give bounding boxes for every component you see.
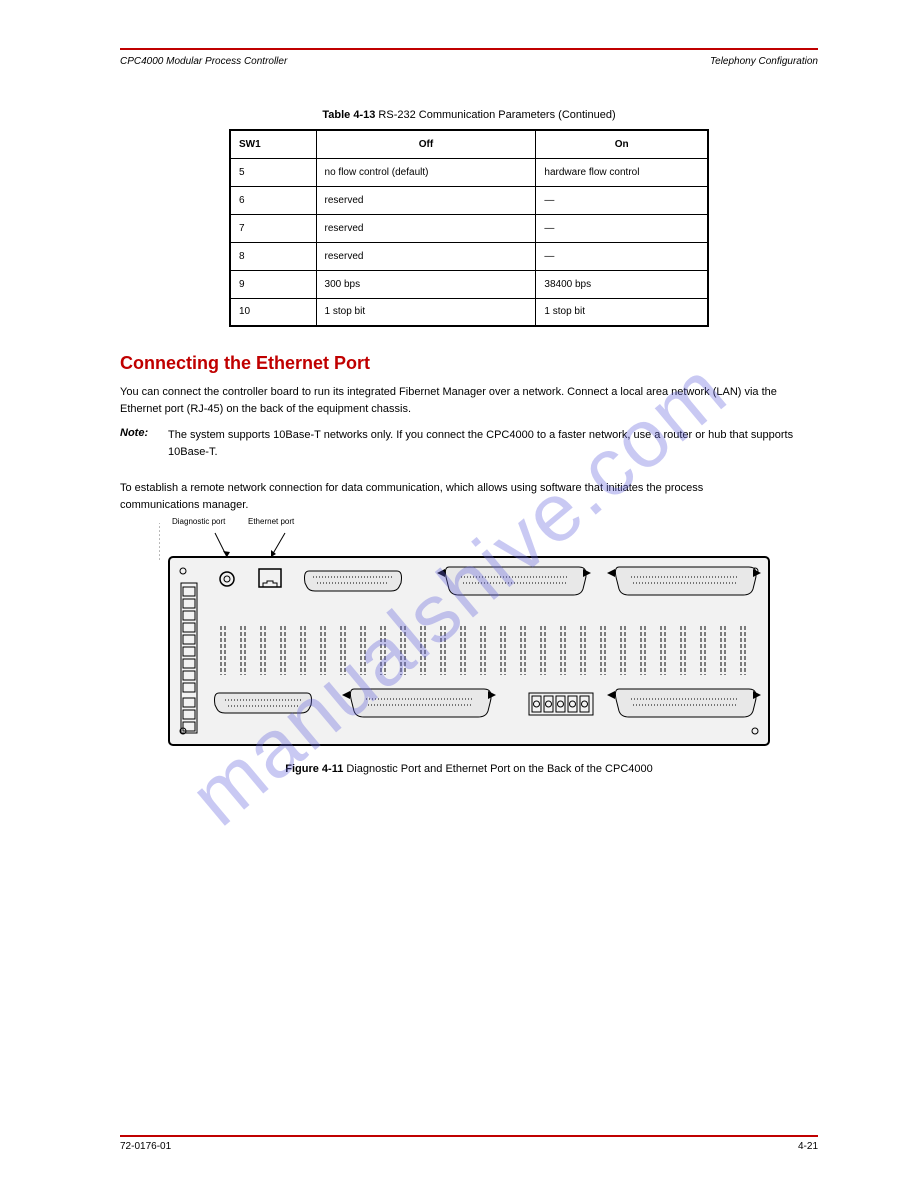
table-row: 6 reserved — — [230, 186, 708, 214]
table-row: 9 300 bps 38400 bps — [230, 270, 708, 298]
cell: 1 stop bit — [316, 298, 536, 326]
cell: reserved — [316, 242, 536, 270]
col-header-2: On — [536, 130, 708, 158]
note-row: Note: The system supports 10Base-T netwo… — [120, 427, 818, 460]
cell: hardware flow control — [536, 158, 708, 186]
table-caption-text: RS-232 Communication Parameters (Continu… — [375, 109, 615, 121]
diag-port-label: Diagnostic port — [172, 517, 225, 527]
header-left: CPC4000 Modular Process Controller — [120, 56, 287, 67]
footer-right: 4-21 — [798, 1141, 818, 1152]
cell: no flow control (default) — [316, 158, 536, 186]
cell: 38400 bps — [536, 270, 708, 298]
para-2: To establish a remote network connection… — [120, 480, 818, 513]
cell: — — [536, 242, 708, 270]
config-table: SW1 Off On 5 no flow control (default) h… — [229, 129, 709, 327]
section-heading: Connecting the Ethernet Port — [120, 353, 818, 374]
cell: 10 — [230, 298, 316, 326]
cell: 9 — [230, 270, 316, 298]
col-header-0: SW1 — [230, 130, 316, 158]
footer: 72-0176-01 4-21 — [120, 1135, 818, 1152]
table-header-row: SW1 Off On — [230, 130, 708, 158]
cell: 300 bps — [316, 270, 536, 298]
header-right: Telephony Configuration — [710, 56, 818, 67]
figure-caption-prefix: Figure 4-11 — [285, 763, 343, 775]
figure-caption: Figure 4-11 Diagnostic Port and Ethernet… — [120, 763, 818, 775]
table-row: 7 reserved — — [230, 214, 708, 242]
cell: — — [536, 186, 708, 214]
cell: — — [536, 214, 708, 242]
table-row: 8 reserved — — [230, 242, 708, 270]
eth-port-label: Ethernet port — [248, 517, 294, 527]
figure-wrap: Diagnostic port Ethernet port — [120, 523, 818, 775]
header-row: CPC4000 Modular Process Controller Telep… — [120, 56, 818, 67]
table-caption-prefix: Table 4-13 — [322, 109, 375, 121]
table-caption: Table 4-13 RS-232 Communication Paramete… — [120, 109, 818, 121]
cell: 1 stop bit — [536, 298, 708, 326]
db25-top — [305, 571, 402, 591]
cell: 7 — [230, 214, 316, 242]
table-row: 10 1 stop bit 1 stop bit — [230, 298, 708, 326]
cell: 6 — [230, 186, 316, 214]
footer-left: 72-0176-01 — [120, 1141, 171, 1152]
para-1: You can connect the controller board to … — [120, 384, 818, 417]
figure-caption-text: Diagnostic Port and Ethernet Port on the… — [343, 763, 652, 775]
bottom-rule — [120, 1135, 818, 1137]
cell: 8 — [230, 242, 316, 270]
cell: reserved — [316, 214, 536, 242]
table-row: 5 no flow control (default) hardware flo… — [230, 158, 708, 186]
note-text: The system supports 10Base-T networks on… — [168, 427, 818, 460]
note-label: Note: — [120, 427, 156, 460]
top-rule — [120, 48, 818, 50]
back-panel-diagram — [159, 523, 779, 753]
cell: reserved — [316, 186, 536, 214]
cell: 5 — [230, 158, 316, 186]
col-header-1: Off — [316, 130, 536, 158]
